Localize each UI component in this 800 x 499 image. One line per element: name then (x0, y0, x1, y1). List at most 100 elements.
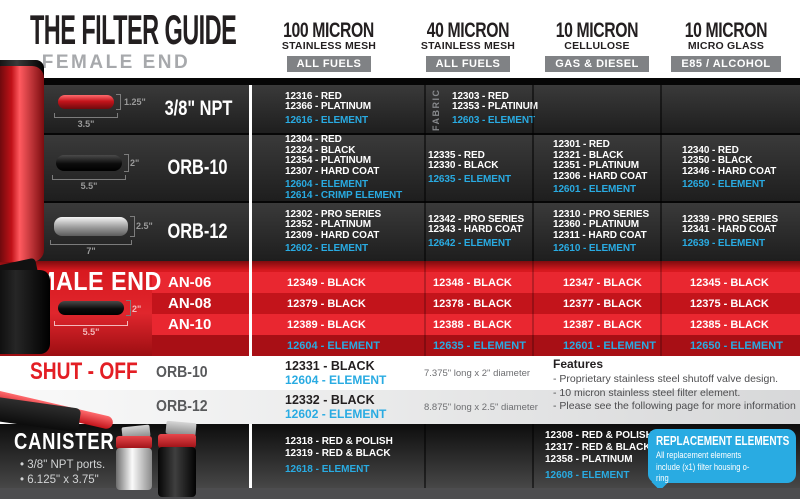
features-list: - Proprietary stainless steel shutoff va… (553, 373, 796, 412)
label-column-divider (249, 424, 252, 488)
column-fuel-badge: GAS & DIESEL (545, 56, 649, 72)
part-number: 12348 - BLACK (433, 276, 512, 289)
replacement-elements-callout: REPLACEMENT ELEMENTS All replacement ele… (648, 429, 796, 491)
callout-body: All replacement elements include (x1) fi… (656, 450, 750, 484)
cell-10micron-cellulose (553, 85, 661, 133)
dimension-line (126, 300, 131, 316)
column-header-10-micron-cellulose: 10 MICRON CELLULOSE GAS & DIESEL (517, 20, 677, 72)
element-number: 12604 - ELEMENT (287, 339, 380, 352)
element-number: 12650 - ELEMENT (690, 339, 783, 352)
part-number: 12347 - BLACK (563, 276, 642, 289)
row-stripe (152, 272, 800, 293)
element-number: 12601 - ELEMENT (563, 339, 656, 352)
part-number: 12377 - BLACK (563, 297, 642, 310)
part-number: 12379 - BLACK (287, 297, 366, 310)
row-label: ORB-10 (156, 364, 208, 381)
filter-icon (56, 155, 122, 171)
row-label: ORB-12 (167, 220, 229, 243)
column-media-label: MICRO GLASS (687, 40, 765, 52)
element-numbers: 12610 - ELEMENT (553, 243, 636, 254)
part-number: 12385 - BLACK (690, 318, 769, 331)
callout-title: REPLACEMENT ELEMENTS (656, 434, 790, 448)
label-column-divider (249, 85, 252, 356)
cell-10micron-cellulose: 12310 - PRO SERIES 12360 - PLATINUM 1231… (553, 203, 661, 261)
row-label: 3/8" NPT (164, 97, 232, 120)
dimension-label: 5.5" (82, 327, 100, 337)
female-end-heading: FEMALE END (41, 52, 191, 73)
part-numbers: 12316 - RED 12366 - PLATINUM (285, 90, 372, 113)
cell-10micron-microglass: 12340 - RED 12350 - BLACK 12346 - HARD C… (682, 135, 798, 201)
features-title: Features (553, 357, 604, 371)
dimension-line (130, 216, 135, 237)
dimension-label: 2" (132, 304, 142, 314)
filter-body-icon (158, 447, 196, 497)
element-number: 12602 - ELEMENT (285, 407, 387, 421)
dimension-line (50, 240, 132, 245)
canister-section: CANISTER • 3/8" NPT ports. • 6.125" x 3.… (0, 424, 800, 491)
column-divider (532, 85, 534, 261)
filter-icon (54, 217, 128, 236)
cell-parts: 12332 - BLACK 12602 - ELEMENT (285, 390, 386, 424)
element-numbers: 12616 - ELEMENT (285, 114, 368, 126)
part-number: 12345 - BLACK (690, 276, 769, 289)
part-numbers: 12308 - RED & POLISH 12317 - RED & BLACK… (545, 430, 653, 465)
dimension-line (124, 154, 129, 172)
part-number: 12331 - BLACK (285, 359, 375, 373)
shutoff-row-orb12: ORB-12 12332 - BLACK 12602 - ELEMENT 8.8… (0, 390, 800, 424)
cell-40micron: 12342 - PRO SERIES 12343 - HARD COAT 126… (428, 203, 534, 261)
part-number: 12389 - BLACK (287, 318, 366, 331)
part-numbers: 12340 - RED 12350 - BLACK 12346 - HARD C… (682, 144, 777, 177)
red-filter-photo (0, 66, 44, 262)
element-numbers: 12642 - ELEMENT (428, 237, 511, 249)
canister-heading: CANISTER (14, 428, 115, 454)
cell-40micron: 12335 - RED 12330 - BLACK 12635 - ELEMEN… (428, 135, 534, 201)
column-header-40-micron: 40 MICRON STAINLESS MESH ALL FUELS (388, 20, 548, 72)
dimension-label: 5.5" (80, 181, 98, 191)
row-stripe (152, 293, 800, 314)
an-fitting-photo (0, 270, 50, 354)
dimension-label: 1.25" (124, 97, 146, 107)
part-numbers: 12302 - PRO SERIES 12352 - PLATINUM 1230… (285, 208, 382, 241)
column-divider (532, 424, 534, 488)
features-block: Features - Proprietary stainless steel s… (553, 357, 798, 414)
row-label: ORB-12 (156, 398, 208, 415)
column-micron-label: 10 MICRON (684, 19, 768, 42)
column-divider (660, 261, 662, 356)
part-numbers: 12301 - RED 12321 - BLACK 12351 - PLATIN… (553, 139, 648, 182)
dimension-label: 7" (86, 246, 96, 256)
shutoff-row-orb10: ORB-10 12331 - BLACK 12604 - ELEMENT 7.3… (0, 356, 800, 390)
dimension-line (52, 175, 126, 180)
column-media-label: CELLULOSE (564, 40, 630, 52)
page-title: THE FILTER GUIDE (30, 6, 237, 53)
element-numbers: 12608 - ELEMENT (545, 470, 630, 481)
part-number: 12388 - BLACK (433, 318, 512, 331)
dimension-line (116, 94, 121, 110)
part-numbers: 12310 - PRO SERIES 12360 - PLATINUM 1231… (553, 208, 650, 241)
element-numbers: 12604 - ELEMENT 12614 - CRIMP ELEMENT (285, 179, 403, 201)
column-divider (660, 85, 662, 261)
filter-size-diagram: 2.5" 7" (50, 203, 153, 261)
row-label-an10: AN-10 (168, 316, 212, 333)
element-row-stripe (152, 335, 800, 356)
element-numbers: 12650 - ELEMENT (682, 179, 765, 190)
row-label-an06: AN-06 (168, 274, 212, 291)
cell-10micron-microglass: 12339 - PRO SERIES 12341 - HARD COAT 126… (682, 203, 798, 261)
cell-parts: 12331 - BLACK 12604 - ELEMENT (285, 356, 386, 390)
cell-100micron: 12304 - RED 12324 - BLACK 12354 - PLATIN… (285, 134, 427, 201)
filter-size-diagram: 1.25" 3.5" (50, 85, 150, 133)
column-media-label: STAINLESS MESH (420, 40, 516, 52)
row-label: ORB-10 (167, 156, 229, 179)
cell-10micron-microglass (682, 85, 798, 133)
cell-100micron: 12316 - RED 12366 - PLATINUM 12616 - ELE… (285, 85, 427, 133)
cell-40micron: 12303 - RED 12353 - PLATINUM 12603 - ELE… (452, 85, 552, 133)
part-number: 12349 - BLACK (287, 276, 366, 289)
table-row-orb10: 2" 5.5" ORB-10 12304 - RED 12324 - BLACK… (0, 134, 800, 201)
filter-cap-icon (158, 434, 196, 448)
part-numbers: 12339 - PRO SERIES 12341 - HARD COAT (682, 213, 779, 236)
part-numbers: 12318 - RED & POLISH 12319 - RED & BLACK (285, 436, 393, 459)
element-numbers: 12603 - ELEMENT (452, 114, 535, 126)
filter-icon (58, 95, 114, 109)
column-fuel-badge: E85 / ALCOHOL (671, 56, 781, 72)
cell-10micron-cellulose: 12308 - RED & POLISH 12317 - RED & BLACK… (545, 424, 665, 488)
